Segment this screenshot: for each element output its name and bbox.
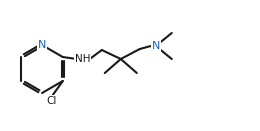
Text: NH: NH [75,54,90,64]
Text: N: N [152,41,160,51]
Text: Cl: Cl [47,96,57,106]
Text: N: N [38,40,46,50]
